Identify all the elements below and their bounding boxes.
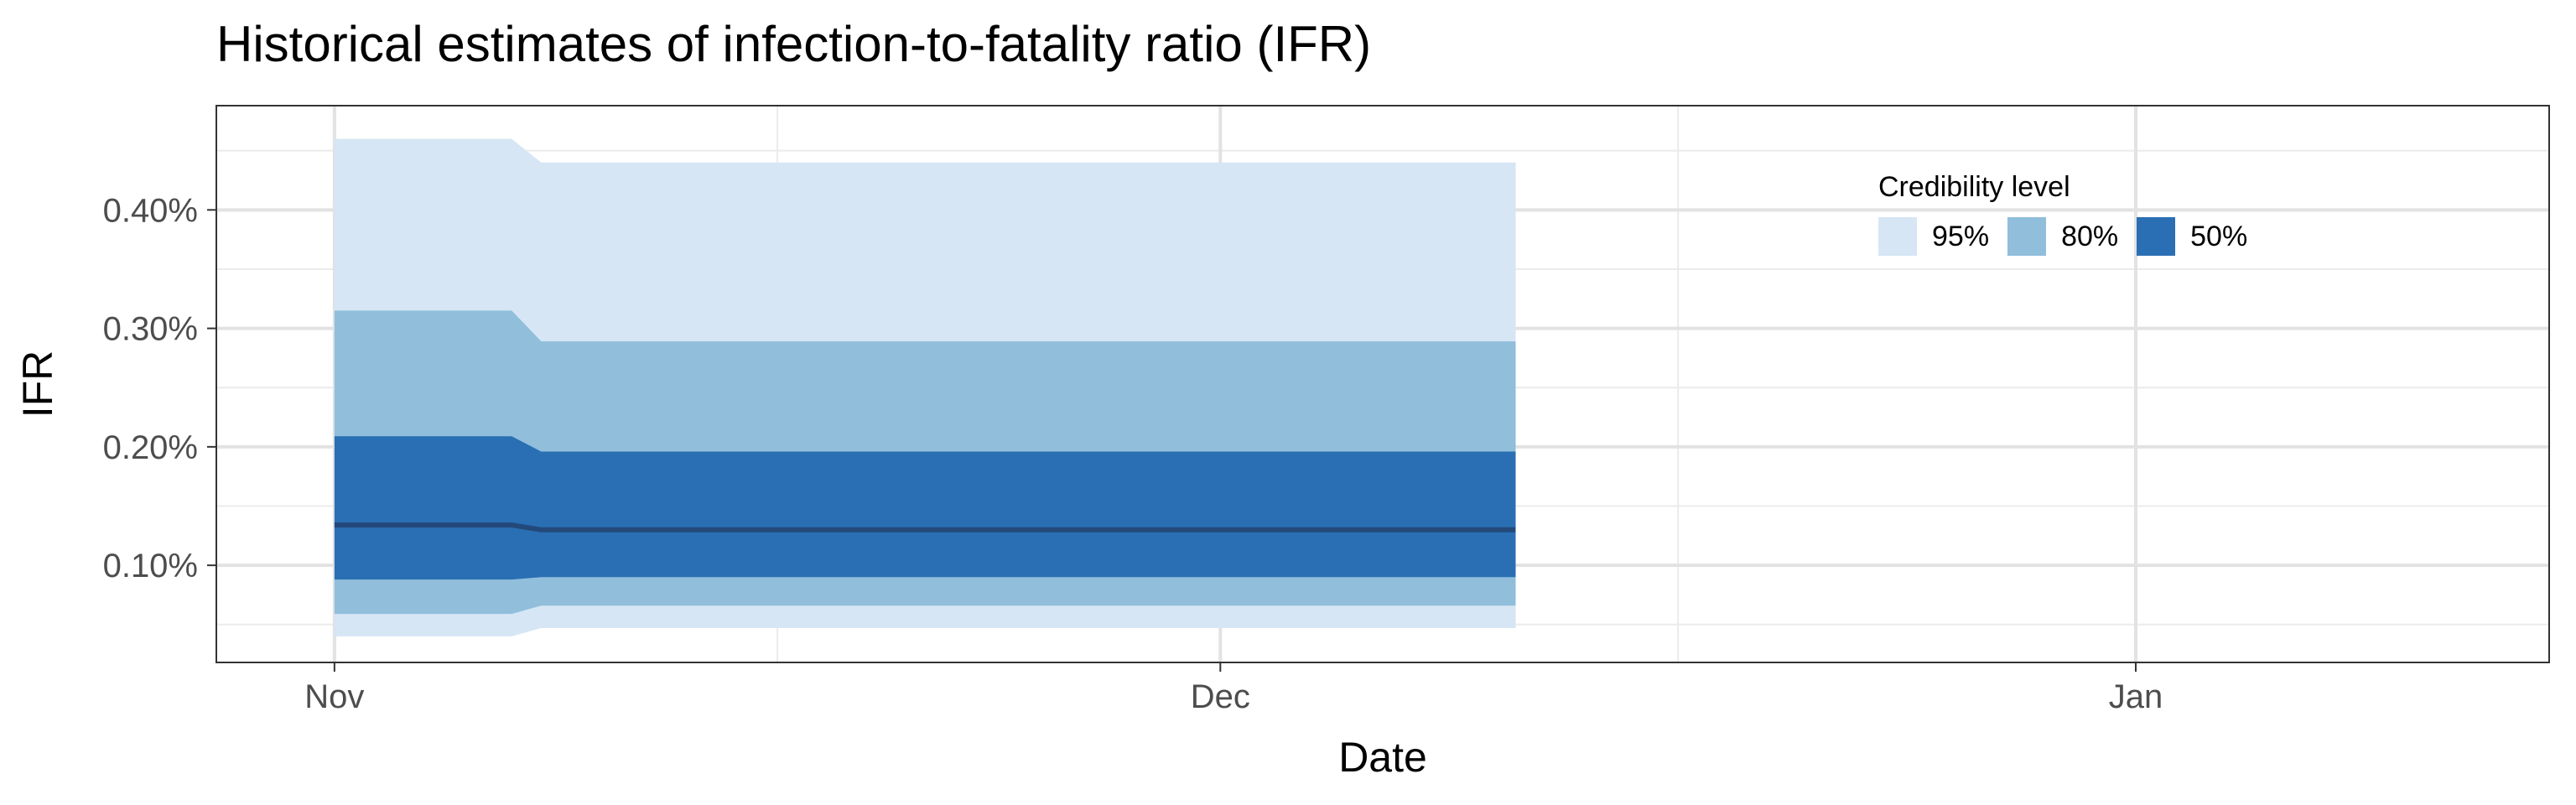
x-tick-label-1: Dec xyxy=(1191,678,1250,715)
legend-swatch-50 xyxy=(2137,217,2176,256)
x-tick-label-0: Nov xyxy=(304,678,364,715)
legend-swatch-95 xyxy=(1878,217,1917,256)
legend-item-50: 50% xyxy=(2137,217,2247,256)
legend-item-95: 95% xyxy=(1878,217,1989,256)
legend-label-80: 80% xyxy=(2061,220,2119,252)
legend-item-80: 80% xyxy=(2007,217,2118,256)
y-tick-label-0: 0.10% xyxy=(103,548,198,584)
axis-ticks xyxy=(207,209,2137,672)
legend-label-50: 50% xyxy=(2190,220,2248,252)
median-line xyxy=(334,522,1516,532)
legend: Credibility level 95% 80% 50% xyxy=(1878,171,2266,256)
credibility-bands xyxy=(334,138,1516,636)
y-tick-label-3: 0.40% xyxy=(103,192,198,229)
plot-border xyxy=(216,105,2550,663)
x-axis-title: Date xyxy=(1338,734,1427,781)
median-line-group xyxy=(334,522,1516,532)
chart-title: Historical estimates of infection-to-fat… xyxy=(216,16,1372,72)
legend-label-95: 95% xyxy=(1932,220,1990,252)
y-tick-label-2: 0.30% xyxy=(103,311,198,348)
x-tick-label-2: Jan xyxy=(2109,678,2163,715)
y-tick-label-1: 0.20% xyxy=(103,429,198,466)
legend-items: 95% 80% 50% xyxy=(1878,217,2266,256)
axis-labels: 0.10% 0.20% 0.30% 0.40% Nov Dec Jan Date IFR xyxy=(14,192,2163,781)
band-50 xyxy=(334,436,1516,580)
y-axis-title: IFR xyxy=(14,351,61,418)
legend-swatch-80 xyxy=(2007,217,2047,256)
legend-title: Credibility level xyxy=(1878,171,2070,203)
